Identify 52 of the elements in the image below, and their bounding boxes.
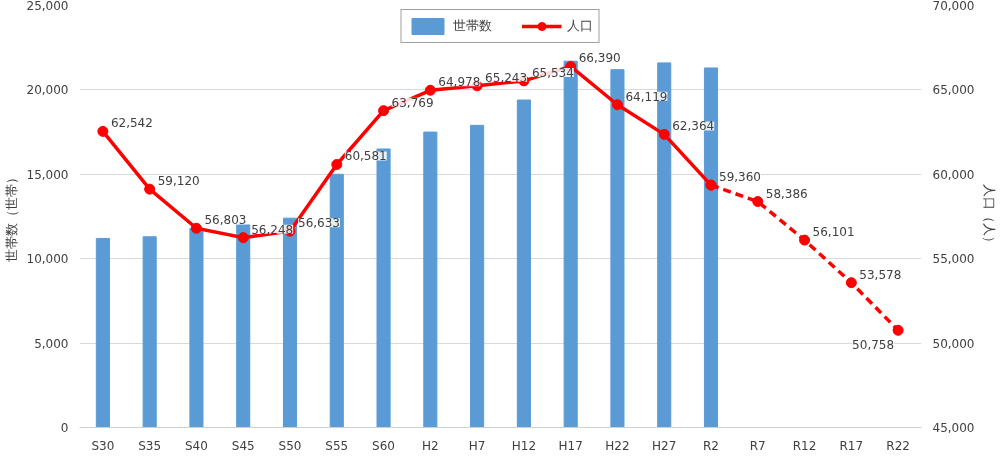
y-axis-title: 世帯数（世帯） xyxy=(3,171,19,262)
data-label: 58,386 xyxy=(765,186,808,201)
data-label: 56,101 xyxy=(812,225,855,240)
y-tick-label: 25,000 xyxy=(26,0,69,13)
x-tick-label: S35 xyxy=(138,438,162,453)
data-label: 60,581 xyxy=(344,149,387,164)
y-tick-label: 10,000 xyxy=(26,252,69,267)
data-label: 56,803 xyxy=(204,213,247,228)
x-tick-label: S40 xyxy=(185,438,208,453)
x-tick-label: R2 xyxy=(703,438,719,453)
y-tick-label: 0 xyxy=(60,421,69,435)
x-tick-label: H17 xyxy=(558,438,583,453)
data-label: 62,542 xyxy=(110,116,153,131)
legend-label: 人口 xyxy=(566,17,593,35)
legend-label: 世帯数 xyxy=(452,17,492,35)
x-tick-label: H7 xyxy=(468,438,486,453)
y-tick-label: 20,000 xyxy=(26,83,69,98)
x-tick-label: H2 xyxy=(422,438,439,453)
data-label: 63,769 xyxy=(391,95,434,110)
data-label: 65,534 xyxy=(531,65,574,80)
x-tick-label: S50 xyxy=(278,438,302,453)
y2-tick-label: 65,000 xyxy=(932,83,975,98)
y-tick-label: 15,000 xyxy=(26,167,69,182)
y2-tick-label: 60,000 xyxy=(932,167,975,182)
y2-tick-label: 55,000 xyxy=(932,252,975,267)
data-label: 56,633 xyxy=(298,216,340,231)
data-label: 62,364 xyxy=(672,119,715,134)
x-tick-label: R17 xyxy=(839,438,864,453)
x-tick-label: H22 xyxy=(605,438,630,453)
y2-tick-label: 70,000 xyxy=(932,0,975,13)
x-tick-label: H12 xyxy=(511,438,537,453)
y2-tick-label: 50,000 xyxy=(932,336,975,351)
x-tick-label: H27 xyxy=(652,438,677,453)
data-label: 56,248 xyxy=(251,222,294,237)
x-tick-label: R22 xyxy=(886,438,910,453)
data-label: 64,978 xyxy=(438,75,481,90)
x-tick-label: S45 xyxy=(231,438,255,453)
x-tick-label: S60 xyxy=(372,438,395,453)
data-label: 59,360 xyxy=(719,170,761,185)
data-label: 53,578 xyxy=(859,267,902,282)
x-tick-label: S55 xyxy=(325,438,349,453)
data-label: 64,119 xyxy=(625,89,668,104)
y2-tick-label: 45,000 xyxy=(932,421,975,435)
y2-axis-title: 人口（人） xyxy=(982,184,998,249)
data-label: 59,120 xyxy=(157,174,200,189)
x-tick-label: R12 xyxy=(792,438,817,453)
x-tick-label: S30 xyxy=(91,438,115,453)
data-label: 50,758 xyxy=(852,338,895,353)
y-tick-label: 5,000 xyxy=(34,336,69,351)
x-tick-label: R7 xyxy=(749,438,766,453)
data-label: 66,390 xyxy=(578,51,621,66)
data-label: 65,243 xyxy=(485,70,528,85)
